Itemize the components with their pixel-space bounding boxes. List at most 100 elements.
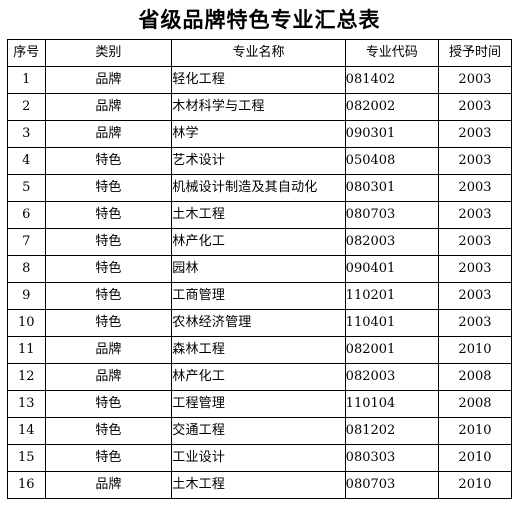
table-row: 3 品牌 林学 090301 2003 bbox=[7, 120, 513, 148]
category-cell: 特色 bbox=[44, 282, 173, 310]
major-code-cell: 110104 bbox=[344, 390, 439, 418]
category-cell: 品牌 bbox=[44, 93, 173, 121]
category-cell: 品牌 bbox=[44, 66, 173, 94]
award-year-cell: 2010 bbox=[437, 336, 513, 364]
major-code-cell: 081202 bbox=[344, 417, 439, 445]
table-row: 13 特色 工程管理 110104 2008 bbox=[7, 390, 513, 418]
award-year-cell: 2008 bbox=[437, 390, 513, 418]
major-code-cell: 090301 bbox=[344, 120, 439, 148]
table-body: 1 品牌 轻化工程 081402 2003 2 品牌 木材科学与工程 082002 2003 3 品牌… bbox=[7, 66, 513, 499]
document-title: 省级品牌特色专业汇总表 bbox=[138, 7, 381, 32]
major-name-cell: 土木工程 bbox=[171, 201, 346, 229]
major-name-cell: 森林工程 bbox=[171, 336, 346, 364]
serial-number-cell: 9 bbox=[7, 282, 46, 310]
major-code-cell: 090401 bbox=[344, 255, 439, 283]
category-cell: 特色 bbox=[44, 147, 173, 175]
major-code-cell: 082002 bbox=[344, 93, 439, 121]
table-row: 12 品牌 林产化工 082003 2008 bbox=[7, 363, 513, 391]
header-major-code: 专业代码 bbox=[344, 39, 439, 67]
major-name-cell: 工商管理 bbox=[171, 282, 346, 310]
header-serial-number: 序号 bbox=[7, 39, 46, 67]
major-name-cell: 机械设计制造及其自动化 bbox=[171, 174, 346, 202]
category-cell: 品牌 bbox=[44, 120, 173, 148]
table-row: 7 特色 林产化工 082003 2003 bbox=[7, 228, 513, 256]
award-year-cell: 2010 bbox=[437, 471, 513, 499]
serial-number-cell: 3 bbox=[7, 120, 46, 148]
table-row: 5 特色 机械设计制造及其自动化 080301 2003 bbox=[7, 174, 513, 202]
table-header-row: 序号 类别 专业名称 专业代码 授予时间 bbox=[7, 39, 513, 67]
major-name-cell: 艺术设计 bbox=[171, 147, 346, 175]
award-year-cell: 2003 bbox=[437, 282, 513, 310]
major-name-cell: 土木工程 bbox=[171, 471, 346, 499]
serial-number-cell: 16 bbox=[7, 471, 46, 499]
table-row: 8 特色 园林 090401 2003 bbox=[7, 255, 513, 283]
award-year-cell: 2003 bbox=[437, 201, 513, 229]
category-cell: 特色 bbox=[44, 255, 173, 283]
award-year-cell: 2003 bbox=[437, 309, 513, 337]
award-year-cell: 2010 bbox=[437, 444, 513, 472]
serial-number-cell: 5 bbox=[7, 174, 46, 202]
major-code-cell: 080703 bbox=[344, 201, 439, 229]
major-code-cell: 082001 bbox=[344, 336, 439, 364]
table-row: 14 特色 交通工程 081202 2010 bbox=[7, 417, 513, 445]
major-code-cell: 050408 bbox=[344, 147, 439, 175]
award-year-cell: 2003 bbox=[437, 255, 513, 283]
category-cell: 特色 bbox=[44, 228, 173, 256]
table-row: 15 特色 工业设计 080303 2010 bbox=[7, 444, 513, 472]
serial-number-cell: 4 bbox=[7, 147, 46, 175]
award-year-cell: 2003 bbox=[437, 93, 513, 121]
major-name-cell: 林产化工 bbox=[171, 363, 346, 391]
award-year-cell: 2008 bbox=[437, 363, 513, 391]
serial-number-cell: 7 bbox=[7, 228, 46, 256]
major-code-cell: 110201 bbox=[344, 282, 439, 310]
serial-number-cell: 12 bbox=[7, 363, 46, 391]
category-cell: 特色 bbox=[44, 444, 173, 472]
serial-number-cell: 13 bbox=[7, 390, 46, 418]
major-name-cell: 林产化工 bbox=[171, 228, 346, 256]
category-cell: 品牌 bbox=[44, 471, 173, 499]
serial-number-cell: 1 bbox=[7, 66, 46, 94]
category-cell: 特色 bbox=[44, 309, 173, 337]
award-year-cell: 2003 bbox=[437, 120, 513, 148]
category-cell: 品牌 bbox=[44, 336, 173, 364]
table-row: 2 品牌 木材科学与工程 082002 2003 bbox=[7, 93, 513, 121]
major-code-cell: 080703 bbox=[344, 471, 439, 499]
category-cell: 品牌 bbox=[44, 363, 173, 391]
serial-number-cell: 8 bbox=[7, 255, 46, 283]
major-code-cell: 080301 bbox=[344, 174, 439, 202]
serial-number-cell: 14 bbox=[7, 417, 46, 445]
major-name-cell: 工业设计 bbox=[171, 444, 346, 472]
major-code-cell: 080303 bbox=[344, 444, 439, 472]
table-row: 6 特色 土木工程 080703 2003 bbox=[7, 201, 513, 229]
serial-number-cell: 2 bbox=[7, 93, 46, 121]
major-summary-table: 序号 类别 专业名称 专业代码 授予时间 1 品牌 轻化工程 081402 2003 2 品… bbox=[7, 39, 513, 499]
major-name-cell: 交通工程 bbox=[171, 417, 346, 445]
award-year-cell: 2003 bbox=[437, 147, 513, 175]
serial-number-cell: 10 bbox=[7, 309, 46, 337]
table-row: 4 特色 艺术设计 050408 2003 bbox=[7, 147, 513, 175]
table-row: 16 品牌 土木工程 080703 2010 bbox=[7, 471, 513, 499]
major-code-cell: 082003 bbox=[344, 228, 439, 256]
major-name-cell: 轻化工程 bbox=[171, 66, 346, 94]
major-name-cell: 林学 bbox=[171, 120, 346, 148]
award-year-cell: 2003 bbox=[437, 228, 513, 256]
table-row: 11 品牌 森林工程 082001 2010 bbox=[7, 336, 513, 364]
category-cell: 特色 bbox=[44, 417, 173, 445]
table-row: 9 特色 工商管理 110201 2003 bbox=[7, 282, 513, 310]
major-name-cell: 工程管理 bbox=[171, 390, 346, 418]
table-row: 1 品牌 轻化工程 081402 2003 bbox=[7, 66, 513, 94]
serial-number-cell: 6 bbox=[7, 201, 46, 229]
serial-number-cell: 11 bbox=[7, 336, 46, 364]
major-code-cell: 082003 bbox=[344, 363, 439, 391]
category-cell: 特色 bbox=[44, 174, 173, 202]
award-year-cell: 2010 bbox=[437, 417, 513, 445]
table-row: 10 特色 农林经济管理 110401 2003 bbox=[7, 309, 513, 337]
major-name-cell: 木材科学与工程 bbox=[171, 93, 346, 121]
serial-number-cell: 15 bbox=[7, 444, 46, 472]
major-code-cell: 110401 bbox=[344, 309, 439, 337]
header-category: 类别 bbox=[44, 39, 173, 67]
category-cell: 特色 bbox=[44, 201, 173, 229]
category-cell: 特色 bbox=[44, 390, 173, 418]
major-code-cell: 081402 bbox=[344, 66, 439, 94]
major-name-cell: 农林经济管理 bbox=[171, 309, 346, 337]
